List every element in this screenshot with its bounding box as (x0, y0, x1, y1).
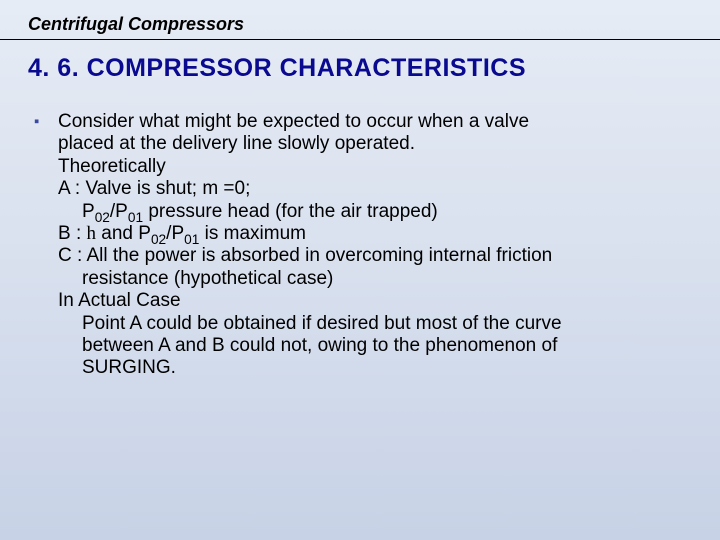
case-c-line1: C : All the power is absorbed in overcom… (58, 245, 676, 267)
eta-symbol: h (87, 223, 97, 244)
text-frag: B : (58, 223, 87, 244)
theoretically-label: Theoretically (58, 156, 676, 178)
bullet-text: Consider what might be expected to occur… (58, 111, 676, 156)
text-line: Consider what might be expected to occur… (58, 111, 676, 133)
slide-body: ▪ Consider what might be expected to occ… (0, 83, 720, 380)
bullet-item: ▪ Consider what might be expected to occ… (34, 111, 676, 156)
case-a-line1: A : Valve is shut; m =0; (58, 178, 676, 200)
slide-header: Centrifugal Compressors (0, 0, 720, 35)
text-line: placed at the delivery line slowly opera… (58, 133, 676, 155)
text-frag: /P (110, 201, 128, 222)
actual-line3: SURGING. (58, 357, 676, 379)
actual-line1: Point A could be obtained if desired but… (58, 313, 676, 335)
actual-line2: between A and B could not, owing to the … (58, 335, 676, 357)
square-bullet-icon: ▪ (34, 111, 58, 133)
case-b-line: B : h and P02/P01 is maximum (58, 223, 676, 245)
actual-case-label: In Actual Case (58, 290, 676, 312)
text-frag: and P (96, 223, 151, 244)
section-heading: 4. 6. COMPRESSOR CHARACTERISTICS (0, 40, 720, 83)
text-frag: P (82, 201, 95, 222)
header-title: Centrifugal Compressors (28, 14, 720, 35)
text-frag: pressure head (for the air trapped) (143, 201, 438, 222)
text-frag: is maximum (199, 223, 306, 244)
case-a-line2: P02/P01 pressure head (for the air trapp… (58, 201, 676, 223)
case-c-line2: resistance (hypothetical case) (58, 268, 676, 290)
text-frag: /P (166, 223, 184, 244)
